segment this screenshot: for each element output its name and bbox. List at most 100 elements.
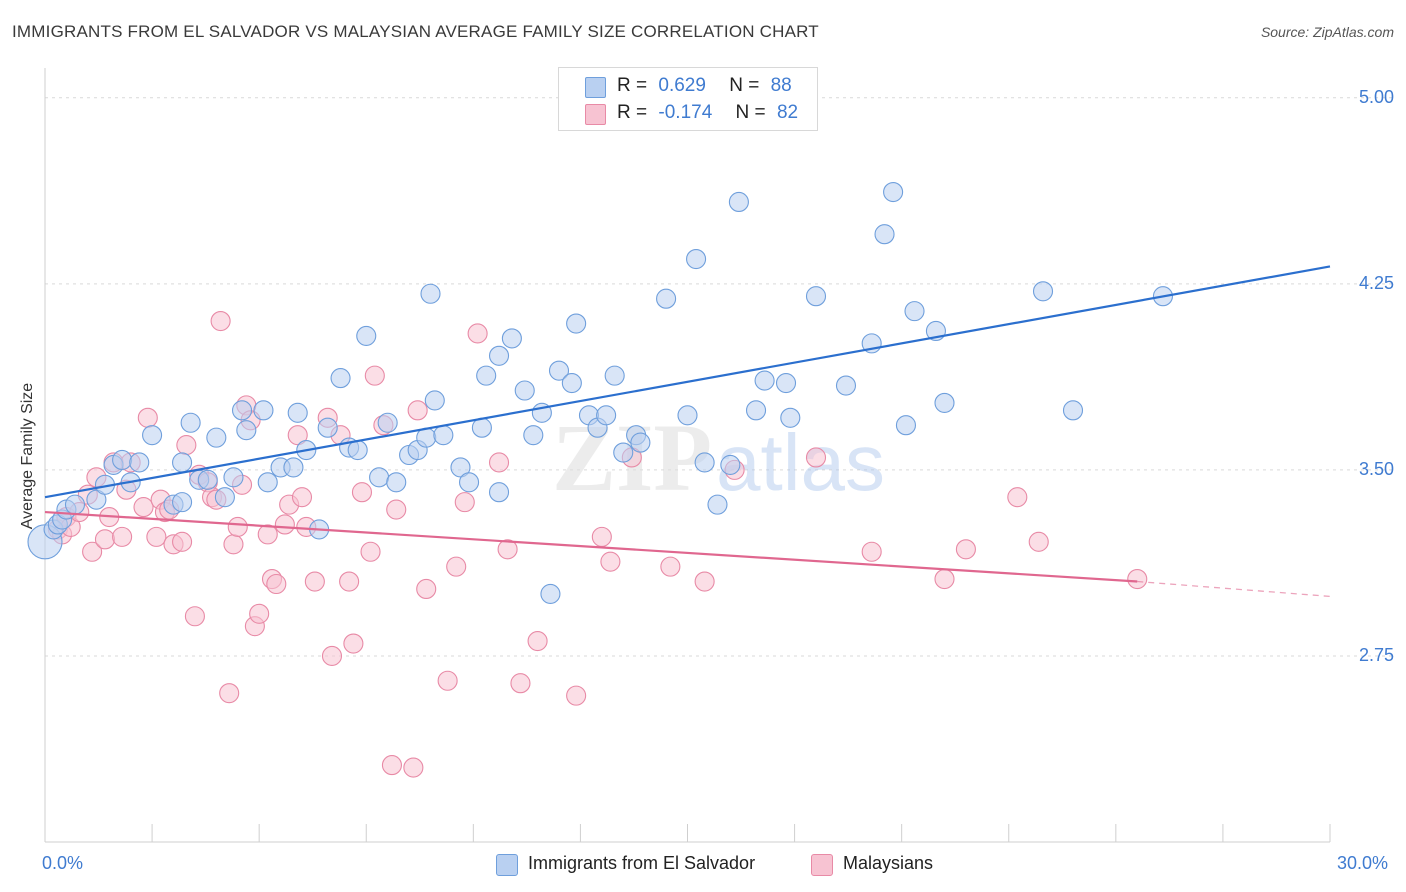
y-tick-label: 5.00 [1358, 86, 1394, 107]
legend-n-label: N = [735, 102, 766, 123]
data-point-malaysian [176, 435, 197, 456]
data-point-el-salvador [129, 452, 150, 473]
data-point-el-salvador [805, 286, 827, 307]
data-point-el-salvador [1032, 281, 1054, 302]
bottom-legend-swatch-blue [496, 854, 518, 876]
data-point-el-salvador [934, 392, 955, 413]
data-point-el-salvador [566, 313, 587, 334]
data-point-malaysian [694, 571, 715, 592]
data-point-el-salvador [835, 375, 857, 396]
data-point-el-salvador [236, 420, 257, 441]
data-point-el-salvador [283, 457, 304, 478]
data-point-malaysian [566, 685, 587, 706]
legend-r-label: R = [617, 102, 648, 123]
data-point-el-salvador [64, 494, 86, 515]
data-point-malaysian [184, 606, 205, 627]
data-point-el-salvador [548, 360, 570, 381]
data-point-el-salvador [728, 191, 749, 213]
data-point-malaysian [600, 551, 621, 572]
watermark-atlas: atlas [716, 418, 885, 507]
data-point-malaysian [94, 529, 116, 550]
data-point-malaysian [266, 573, 287, 595]
data-point-el-salvador [677, 405, 698, 426]
data-point-el-salvador [377, 412, 398, 433]
data-point-malaysian [172, 531, 193, 552]
data-point-el-salvador [257, 472, 278, 493]
data-point-malaysian [497, 539, 518, 560]
correlation-legend: R = 0.629 N = 88 R = -0.174 N = 82 [558, 67, 818, 131]
x-tick-label-min: 0.0% [42, 853, 84, 873]
data-point-malaysian [861, 541, 882, 562]
data-point-el-salvador [172, 452, 193, 473]
data-point-el-salvador [707, 494, 728, 515]
legend-swatch-blue [585, 77, 606, 98]
data-point-el-salvador [223, 467, 244, 488]
data-point-malaysian [510, 673, 531, 694]
data-point-malaysian [304, 571, 325, 592]
data-point-malaysian [287, 425, 308, 446]
data-point-el-salvador [172, 492, 193, 513]
data-point-el-salvador [613, 442, 634, 463]
data-point-el-salvador [347, 439, 368, 461]
data-point-malaysian [660, 556, 681, 577]
legend-r-label: R = [617, 75, 648, 96]
data-point-el-salvador [488, 345, 510, 366]
data-point-malaysian [1127, 568, 1148, 590]
trend-line-malaysians [44, 510, 1138, 583]
data-point-el-salvador [501, 328, 522, 349]
bottom-legend-label: Malaysians [843, 853, 934, 873]
data-point-malaysian [1028, 531, 1049, 552]
data-point-el-salvador [287, 402, 308, 423]
data-point-el-salvador [231, 400, 253, 421]
data-point-el-salvador [904, 301, 925, 322]
data-point-el-salvador [142, 425, 163, 446]
data-point-el-salvador [369, 467, 390, 488]
trend-line-malaysians-extension [1137, 580, 1331, 598]
bottom-legend-label: Immigrants from El Salvador [528, 853, 756, 873]
data-point-el-salvador [883, 181, 904, 203]
data-point-malaysian [403, 757, 424, 778]
data-point-malaysian [407, 400, 428, 421]
chart-title: IMMIGRANTS FROM EL SALVADOR VS MALAYSIAN… [12, 22, 819, 41]
data-point-el-salvador [720, 454, 741, 475]
data-point-el-salvador [686, 248, 707, 270]
data-point-malaysian [351, 482, 373, 503]
data-point-malaysian [527, 631, 548, 652]
data-point-el-salvador [780, 407, 801, 428]
data-point-el-salvador [112, 449, 133, 471]
data-point-el-salvador [253, 400, 274, 421]
source-credit: Source: ZipAtlas.com [1260, 24, 1394, 40]
data-point-el-salvador [476, 365, 497, 386]
data-point-malaysian [82, 541, 103, 562]
legend-r-value: -0.174 [658, 102, 713, 123]
data-point-malaysian [437, 670, 458, 691]
data-point-el-salvador [197, 469, 218, 490]
data-point-el-salvador [540, 583, 561, 604]
data-point-malaysian [446, 556, 467, 577]
x-tick-label-max: 30.0% [1337, 853, 1389, 873]
data-point-malaysian [360, 541, 381, 562]
data-point-el-salvador [180, 412, 201, 433]
data-point-el-salvador [488, 482, 510, 503]
data-point-malaysian [488, 452, 510, 473]
data-point-malaysian [339, 571, 360, 592]
data-point-malaysian [1007, 487, 1028, 508]
data-point-el-salvador [514, 380, 535, 401]
data-point-malaysian [591, 526, 612, 547]
data-point-el-salvador [471, 417, 492, 438]
data-point-el-salvador [433, 425, 454, 446]
data-point-malaysian [805, 447, 827, 468]
y-tick-label: 4.25 [1358, 272, 1394, 293]
data-point-malaysian [133, 497, 154, 518]
data-point-el-salvador [86, 489, 107, 510]
data-point-malaysian [386, 499, 407, 520]
data-point-el-salvador [1062, 400, 1084, 421]
data-point-malaysian [955, 539, 976, 560]
data-point-malaysian [249, 603, 270, 624]
legend-r-value: 0.629 [658, 75, 706, 96]
data-point-malaysian [416, 578, 437, 600]
bottom-legend-swatch-pink [811, 854, 833, 876]
data-point-malaysian [223, 534, 244, 555]
trend-lines [44, 265, 1331, 598]
